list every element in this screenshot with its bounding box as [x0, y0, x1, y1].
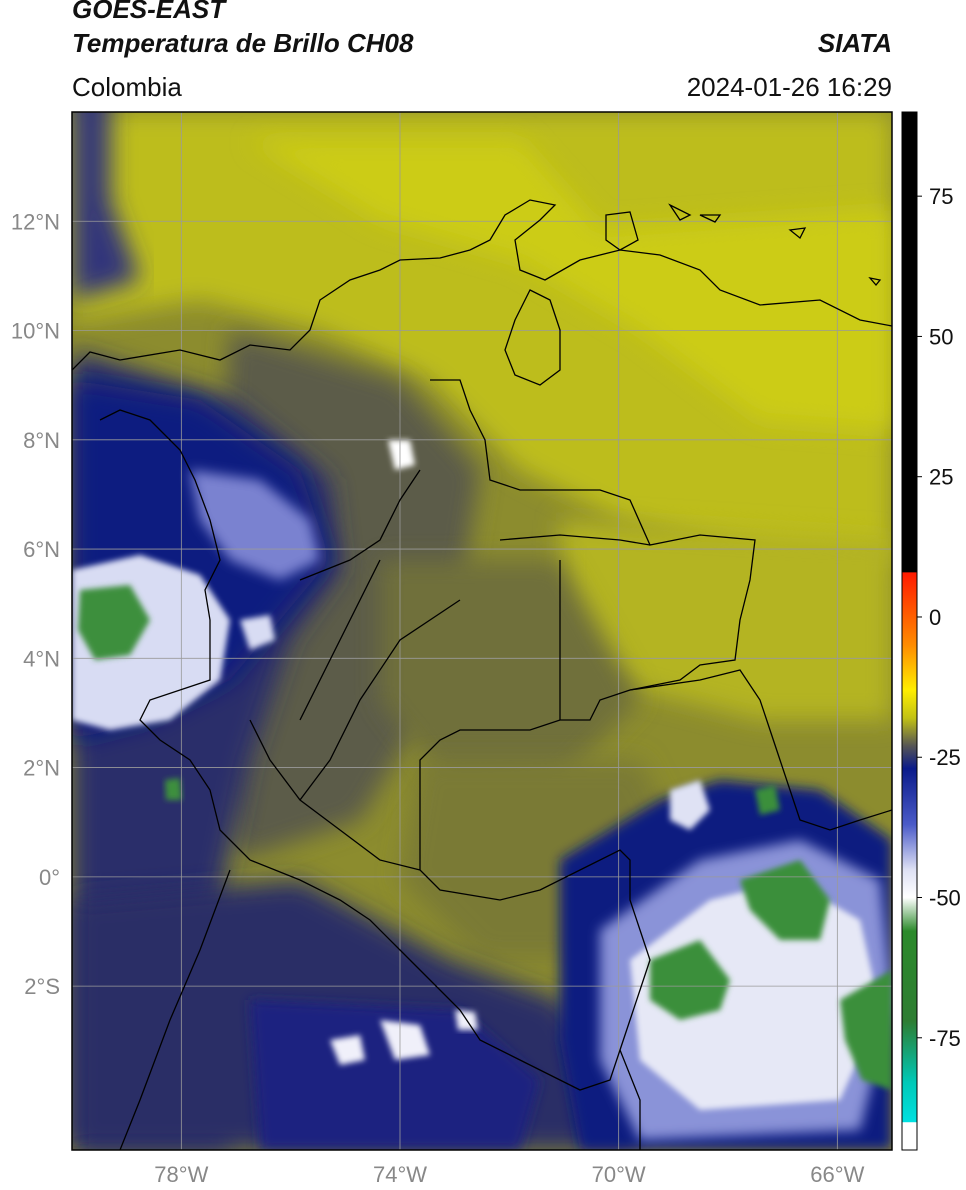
internal-border [299, 469, 421, 581]
lon-tick-label: 70°W [592, 1162, 646, 1187]
colorbar-tick-label: 75 [929, 184, 953, 209]
peru-brazil-border [619, 1049, 641, 1150]
ecuador-peru-border [119, 869, 231, 1150]
lat-tick-label: 12°N [11, 209, 60, 234]
lon-tick-label: 78°W [154, 1162, 208, 1187]
lon-tick-label: 74°W [373, 1162, 427, 1187]
product-title: Temperatura de Brillo CH08 [72, 28, 414, 58]
colorbar-tick-label: -50 [929, 886, 961, 911]
graticule [72, 112, 892, 1150]
colorbar-tick-label: -75 [929, 1026, 961, 1051]
internal-border [299, 599, 461, 801]
internal-border [299, 559, 381, 721]
temperature-field [72, 112, 892, 1150]
political-boundaries [72, 199, 892, 1150]
colorbar-tick-label: -25 [929, 745, 961, 770]
venezuela-brazil-border [629, 669, 892, 831]
lat-tick-label: 6°N [23, 537, 60, 562]
longitude-labels: 78°W 74°W 70°W 66°W [154, 1162, 864, 1187]
agency-label: SIATA [817, 28, 892, 58]
colorbar-tick-label: 25 [929, 465, 953, 490]
colorbar-tick-label: 50 [929, 324, 953, 349]
internal-border [499, 534, 651, 546]
lat-tick-label: 4°N [23, 646, 60, 671]
lat-tick-label: 10°N [11, 319, 60, 344]
timestamp-label: 2024-01-26 16:29 [686, 72, 892, 102]
caribbean-coastline [72, 199, 892, 371]
lon-tick-label: 66°W [810, 1162, 864, 1187]
satellite-title: GOES-EAST [72, 0, 226, 24]
lat-tick-label: 8°N [23, 428, 60, 453]
lat-tick-label: 2°S [24, 974, 60, 999]
caribbean-islands [668, 203, 882, 287]
paraguana-peninsula [605, 211, 639, 251]
lat-tick-label: 2°N [23, 756, 60, 781]
colombia-border [99, 379, 756, 1091]
lat-tick-label: 0° [39, 865, 60, 890]
internal-border [249, 719, 421, 871]
colorbar-tick-label: 0 [929, 605, 941, 630]
colorbar: 75 50 25 0 -25 -50 -75 [901, 111, 961, 1151]
latitude-labels: 12°N 10°N 8°N 6°N 4°N 2°N 0° 2°S [11, 209, 60, 999]
map-frame [71, 111, 893, 1151]
region-label: Colombia [72, 72, 182, 102]
lake-maracaibo [504, 289, 561, 386]
